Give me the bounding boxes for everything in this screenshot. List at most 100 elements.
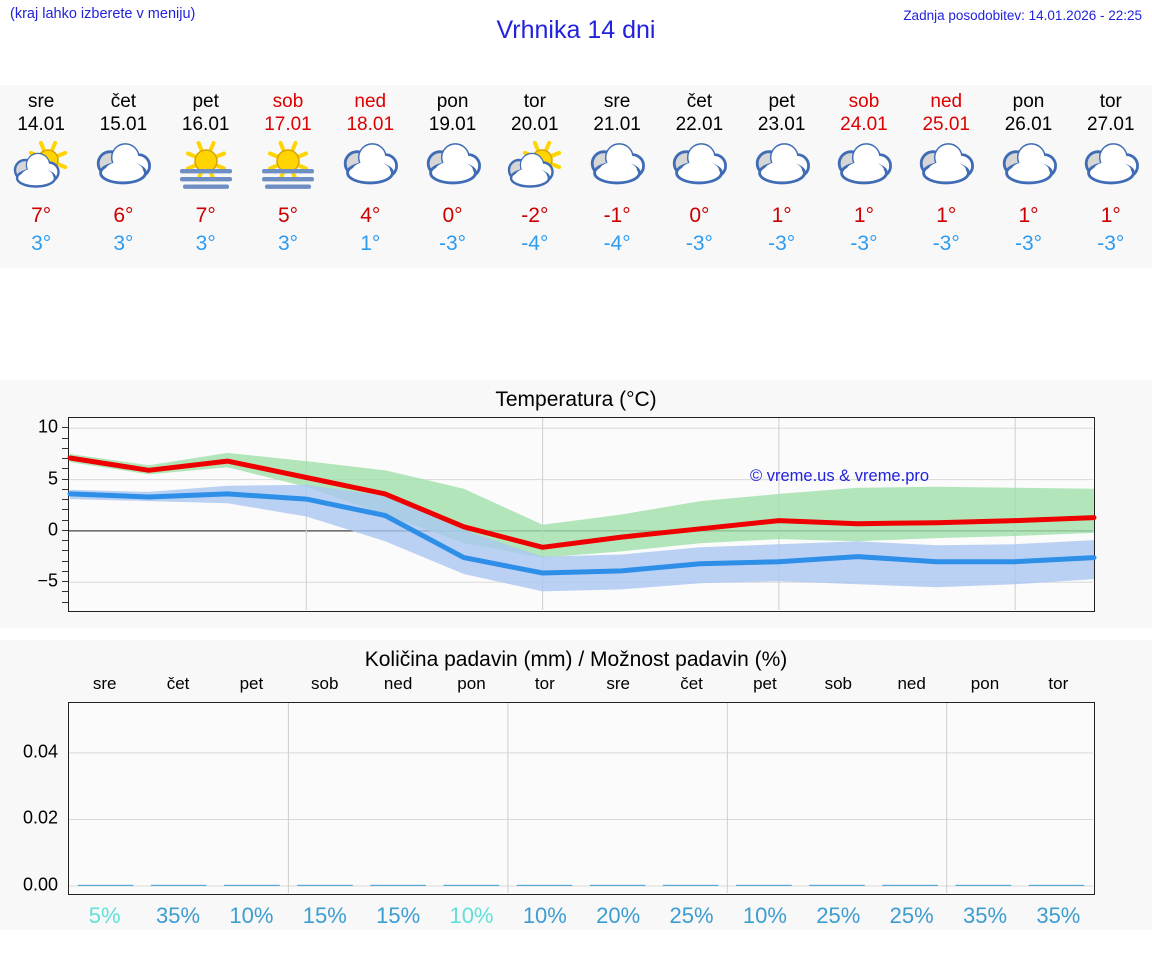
day-column[interactable]: pon 26.01 1° -3° xyxy=(987,85,1069,268)
day-column[interactable]: ned 25.01 1° -3° xyxy=(905,85,987,268)
day-column[interactable]: sob 17.01 5° 3° xyxy=(247,85,329,268)
temperature-chart-title: Temperatura (°C) xyxy=(495,388,657,411)
axis-tick xyxy=(62,447,68,449)
day-min-temperature: -3° xyxy=(685,232,713,255)
precipitation-day-label: sre xyxy=(606,674,630,693)
cloudy-icon xyxy=(1000,138,1058,194)
day-max-temperature: -2° xyxy=(521,204,549,227)
day-max-temperature: 1° xyxy=(771,204,792,227)
precipitation-plot-area xyxy=(68,702,1095,895)
daily-forecast-strip: sre 14.01 7° 3° čet 15.01 6° 3° pet 16.01 7° 3° so… xyxy=(0,85,1152,268)
day-name: pon xyxy=(436,91,469,112)
day-name: sre xyxy=(27,91,55,112)
precipitation-bars-graphic xyxy=(69,703,1093,893)
day-max-temperature: 1° xyxy=(1100,204,1121,227)
day-column[interactable]: ned 18.01 4° 1° xyxy=(329,85,411,268)
day-max-temperature: 0° xyxy=(442,204,463,227)
precipitation-day-label: sob xyxy=(311,674,339,693)
axis-tick xyxy=(62,581,68,583)
day-max-temperature: 1° xyxy=(853,204,874,227)
day-date: 25.01 xyxy=(922,114,970,135)
day-max-temperature: 1° xyxy=(1018,204,1039,227)
axis-tick xyxy=(62,591,68,593)
day-column[interactable]: tor 20.01 -2° -4° xyxy=(494,85,576,268)
menu-hint: (kraj lahko izberete v meniju) xyxy=(10,6,196,22)
precipitation-day-label: tor xyxy=(534,674,555,693)
day-name: čet xyxy=(686,91,713,112)
day-column[interactable]: sre 21.01 -1° -4° xyxy=(576,85,658,268)
day-name: pet xyxy=(192,91,219,112)
day-column[interactable]: čet 22.01 0° -3° xyxy=(658,85,740,268)
day-min-temperature: -4° xyxy=(603,232,631,255)
day-min-temperature: -3° xyxy=(850,232,878,255)
cloudy-icon xyxy=(94,138,152,194)
day-column[interactable]: pon 19.01 0° -3° xyxy=(411,85,493,268)
page-header: (kraj lahko izberete v meniju) Vrhnika 1… xyxy=(0,0,1152,60)
precipitation-probability: 10% xyxy=(522,903,567,928)
day-name: sob xyxy=(272,91,304,112)
axis-tick xyxy=(62,540,68,542)
axis-tick xyxy=(62,468,68,470)
day-date: 21.01 xyxy=(593,114,641,135)
axis-tick xyxy=(62,488,68,490)
cloudy-icon xyxy=(588,138,646,194)
day-date: 23.01 xyxy=(757,114,806,135)
day-min-temperature: -3° xyxy=(768,232,796,255)
precipitation-probability: 25% xyxy=(816,903,861,928)
axis-tick xyxy=(62,437,68,439)
precipitation-probability: 10% xyxy=(229,903,274,928)
day-name: sob xyxy=(848,91,880,112)
day-date: 18.01 xyxy=(346,114,395,135)
precipitation-probability: 25% xyxy=(669,903,714,928)
day-name: pon xyxy=(1012,91,1045,112)
precipitation-probability: 10% xyxy=(742,903,787,928)
precipitation-probability: 35% xyxy=(1036,903,1081,928)
precipitation-probability: 5% xyxy=(88,903,121,928)
temperature-y-tick-label: 5 xyxy=(47,468,58,489)
day-min-temperature: -4° xyxy=(521,232,549,255)
precipitation-probability: 10% xyxy=(449,903,494,928)
day-column[interactable]: čet 15.01 6° 3° xyxy=(82,85,164,268)
axis-tick xyxy=(62,499,68,501)
day-max-temperature: 6° xyxy=(113,204,134,227)
precipitation-y-tick-label: 0.04 xyxy=(22,741,58,762)
precipitation-day-label: pet xyxy=(753,674,777,693)
precipitation-probability: 25% xyxy=(889,903,934,928)
day-max-temperature: 5° xyxy=(277,204,299,227)
cloudy-icon xyxy=(835,138,893,194)
day-date: 24.01 xyxy=(840,114,888,135)
cloudy-icon xyxy=(341,138,399,194)
copyright-notice: © vreme.us & vreme.pro xyxy=(750,467,930,485)
day-max-temperature: 4° xyxy=(360,204,381,227)
day-min-temperature: -3° xyxy=(1097,232,1125,255)
sun-behind-cloud-icon xyxy=(506,138,564,194)
day-name: čet xyxy=(110,91,137,112)
day-date: 27.01 xyxy=(1087,114,1135,135)
temperature-y-tick-label: −5 xyxy=(37,570,58,591)
day-date: 14.01 xyxy=(17,114,65,135)
axis-tick xyxy=(62,560,68,562)
day-name: pet xyxy=(768,91,795,112)
precipitation-chart-title: Količina padavin (mm) / Možnost padavin … xyxy=(364,648,788,671)
cloudy-icon xyxy=(424,138,482,194)
day-max-temperature: -1° xyxy=(603,204,631,227)
day-name: ned xyxy=(930,91,963,112)
day-max-temperature: 1° xyxy=(936,204,957,227)
temperature-plot-area xyxy=(67,417,1097,612)
precipitation-probability: 15% xyxy=(376,903,421,928)
day-max-temperature: 0° xyxy=(689,204,710,227)
precipitation-day-label: pon xyxy=(457,674,486,693)
last-updated: Zadnja posodobitev: 14.01.2026 - 22:25 xyxy=(903,8,1142,23)
day-column[interactable]: pet 23.01 1° -3° xyxy=(741,85,823,268)
axis-tick xyxy=(62,529,68,531)
axis-tick xyxy=(62,550,68,552)
cloudy-icon xyxy=(670,138,728,194)
precipitation-day-label: čet xyxy=(680,674,703,693)
axis-tick xyxy=(62,570,68,572)
day-column[interactable]: tor 27.01 1° -3° xyxy=(1070,85,1152,268)
day-date: 22.01 xyxy=(675,114,724,135)
precipitation-y-tick-label: 0.00 xyxy=(22,874,58,895)
day-column[interactable]: sre 14.01 7° 3° xyxy=(0,85,82,268)
day-column[interactable]: sob 24.01 1° -3° xyxy=(823,85,905,268)
day-column[interactable]: pet 16.01 7° 3° xyxy=(165,85,247,268)
